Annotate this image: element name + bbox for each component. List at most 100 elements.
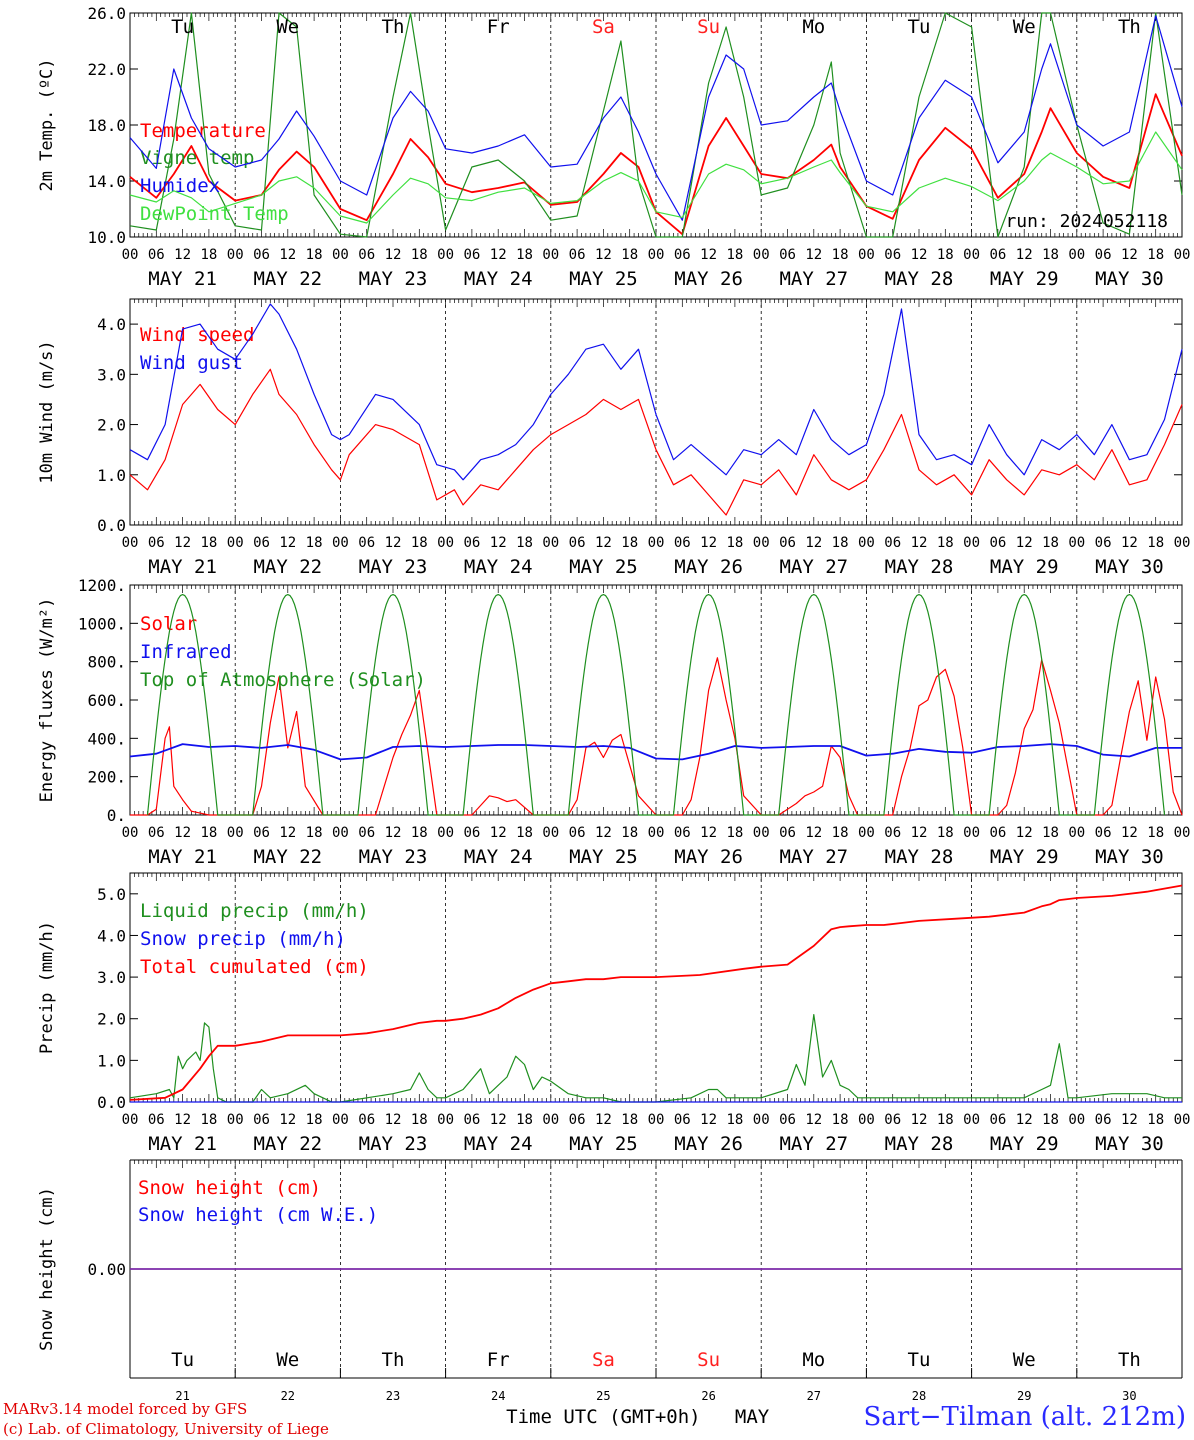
- hour-tick-label: 06: [253, 1112, 270, 1128]
- hour-tick-label: 12: [805, 247, 822, 263]
- legend-entry: Liquid precip (mm/h): [140, 900, 369, 922]
- weekday-label: We: [276, 16, 299, 38]
- hour-tick-label: 00: [1174, 1112, 1191, 1128]
- weekday-label: Sa: [592, 1349, 615, 1371]
- hour-tick-label: 12: [805, 825, 822, 841]
- weekday-label: Tu: [171, 16, 194, 38]
- hour-tick-label: 18: [832, 535, 849, 551]
- hour-tick-label: 18: [1147, 1112, 1164, 1128]
- hour-tick-label: 18: [1147, 825, 1164, 841]
- weekday-label: Tu: [908, 16, 931, 38]
- date-label: MAY 30: [1095, 268, 1164, 290]
- hour-tick-label: 06: [569, 535, 586, 551]
- hour-tick-label: 06: [1095, 825, 1112, 841]
- day-number-label: 28: [912, 1389, 926, 1403]
- hour-tick-label: 00: [227, 825, 244, 841]
- hour-tick-label: 12: [911, 247, 928, 263]
- y-tick-label: 26.0: [87, 4, 126, 23]
- weekday-label: Fr: [487, 1349, 510, 1371]
- hour-tick-label: 06: [674, 1112, 691, 1128]
- hour-tick-label: 06: [148, 825, 165, 841]
- hour-tick-label: 00: [648, 1112, 665, 1128]
- hour-tick-label: 12: [1121, 535, 1138, 551]
- weekday-label: We: [1013, 1349, 1036, 1371]
- hour-tick-label: 12: [595, 247, 612, 263]
- hour-tick-label: 06: [358, 1112, 375, 1128]
- weekday-label: Th: [1118, 16, 1141, 38]
- hour-tick-label: 00: [542, 1112, 559, 1128]
- date-label: MAY 22: [253, 268, 322, 290]
- hour-tick-label: 00: [858, 1112, 875, 1128]
- hour-tick-label: 06: [148, 1112, 165, 1128]
- weekday-label: Th: [1118, 1349, 1141, 1371]
- hour-tick-label: 18: [726, 535, 743, 551]
- day-number-label: 22: [281, 1389, 295, 1403]
- legend-entry: Vigne temp: [140, 147, 254, 169]
- hour-tick-label: 00: [122, 247, 139, 263]
- x-axis-label: Time UTC (GMT+0h): [506, 1406, 700, 1428]
- date-label: MAY 23: [359, 268, 428, 290]
- hour-tick-label: 06: [779, 1112, 796, 1128]
- hour-tick-label: 06: [884, 825, 901, 841]
- date-label: MAY 23: [359, 556, 428, 578]
- hour-tick-label: 06: [463, 825, 480, 841]
- hour-tick-label: 00: [858, 535, 875, 551]
- hour-tick-label: 06: [463, 247, 480, 263]
- hour-tick-label: 18: [200, 535, 217, 551]
- date-label: MAY 28: [885, 556, 954, 578]
- hour-tick-label: 00: [753, 1112, 770, 1128]
- y-tick-label: 1000.: [78, 614, 126, 633]
- y-tick-label: 2.0: [97, 416, 126, 435]
- hour-tick-label: 00: [542, 535, 559, 551]
- date-label: MAY 29: [990, 846, 1059, 868]
- hour-tick-label: 12: [279, 535, 296, 551]
- date-label: MAY 27: [779, 268, 848, 290]
- hour-tick-label: 12: [595, 825, 612, 841]
- hour-tick-label: 18: [726, 247, 743, 263]
- weekday-label: Tu: [171, 1349, 194, 1371]
- hour-tick-label: 00: [227, 247, 244, 263]
- date-label: MAY 27: [779, 1133, 848, 1155]
- hour-tick-label: 00: [332, 825, 349, 841]
- weekday-label: Fr: [487, 16, 510, 38]
- hour-tick-label: 18: [411, 825, 428, 841]
- hour-tick-label: 00: [753, 825, 770, 841]
- date-label: MAY 30: [1095, 556, 1164, 578]
- hour-tick-label: 00: [437, 825, 454, 841]
- hour-tick-label: 12: [279, 1112, 296, 1128]
- hour-tick-label: 00: [1174, 247, 1191, 263]
- hour-tick-label: 12: [490, 1112, 507, 1128]
- hour-tick-label: 00: [332, 247, 349, 263]
- hour-tick-label: 18: [937, 1112, 954, 1128]
- date-label: MAY 24: [464, 1133, 533, 1155]
- date-label: MAY 22: [253, 846, 322, 868]
- series-line: [129, 1013, 1182, 1103]
- date-label: MAY 21: [148, 268, 217, 290]
- hour-tick-label: 12: [700, 825, 717, 841]
- hour-tick-label: 06: [569, 247, 586, 263]
- day-number-label: 21: [175, 1389, 189, 1403]
- hour-tick-label: 12: [385, 1112, 402, 1128]
- hour-tick-label: 06: [779, 825, 796, 841]
- y-tick-label: 0.0: [97, 516, 126, 535]
- date-label: MAY 25: [569, 556, 638, 578]
- hour-tick-label: 00: [542, 247, 559, 263]
- hour-tick-label: 12: [279, 825, 296, 841]
- legend-entry: Top of Atmosphere (Solar): [140, 669, 426, 691]
- series-line: [129, 131, 1183, 224]
- date-label: MAY 21: [148, 1133, 217, 1155]
- panel-5: 0.00 Snow height (cm) Snow height (cm) Snow…: [37, 1159, 1183, 1428]
- hour-tick-label: 06: [569, 1112, 586, 1128]
- hour-tick-label: 12: [911, 1112, 928, 1128]
- hour-tick-label: 12: [490, 535, 507, 551]
- hour-tick-label: 12: [490, 825, 507, 841]
- y-tick-label: 18.0: [87, 116, 126, 135]
- hour-tick-label: 06: [253, 535, 270, 551]
- hour-tick-label: 00: [963, 247, 980, 263]
- date-label: MAY 25: [569, 846, 638, 868]
- hour-tick-label: 06: [989, 535, 1006, 551]
- y-tick-label: 800.: [87, 653, 126, 672]
- hour-tick-label: 12: [385, 825, 402, 841]
- hour-tick-label: 18: [306, 247, 323, 263]
- panel-3: 0. 200. 400. 600. 800. 1000. 1200. Energy fluxe…: [37, 576, 1190, 868]
